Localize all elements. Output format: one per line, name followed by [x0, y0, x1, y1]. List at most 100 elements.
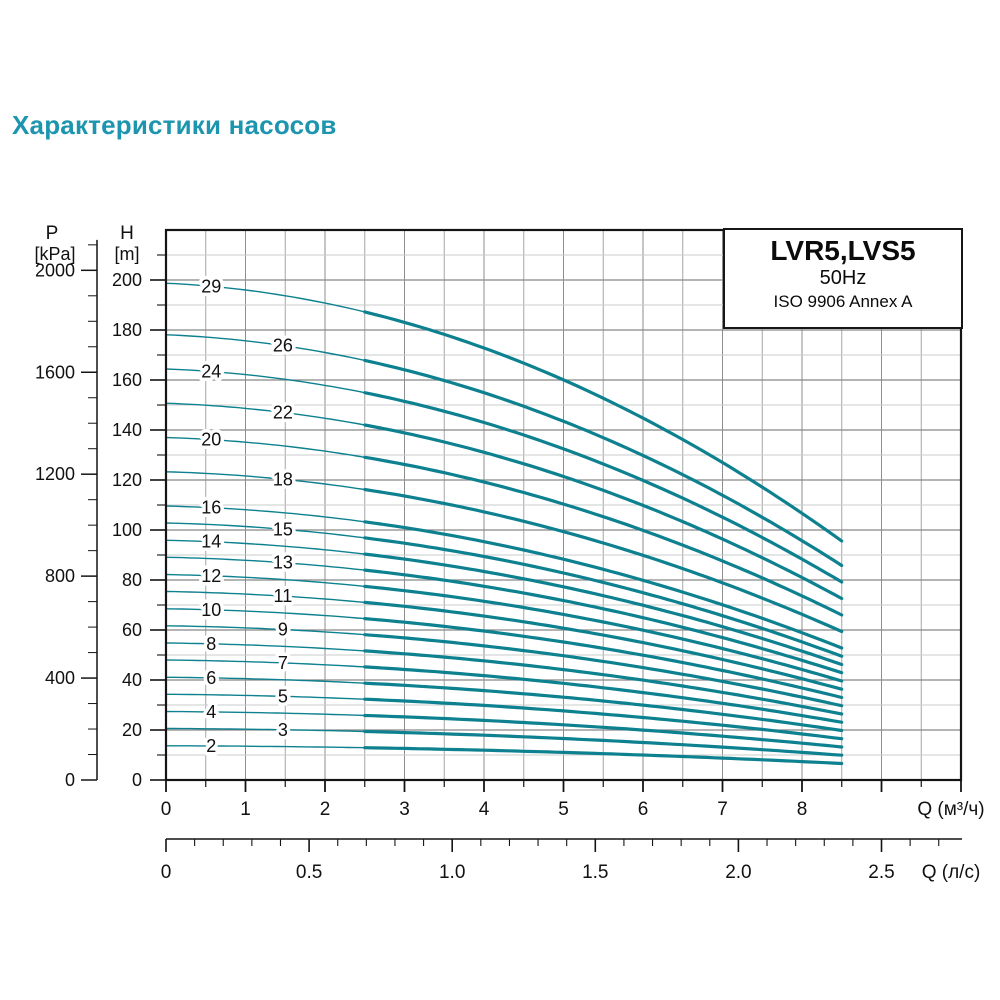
curve-label-10: 10 — [201, 600, 221, 620]
curve-label-11: 11 — [274, 586, 293, 606]
pump-curve-24-bold — [363, 391, 844, 584]
pump-curve-8-bold — [363, 649, 844, 716]
flow-tick-label: 2 — [320, 799, 331, 820]
flow-tick-label: 3 — [399, 799, 410, 820]
curve-label-16: 16 — [201, 498, 221, 518]
pump-curve-9-thin — [165, 625, 366, 636]
pump-curve-10-thin — [165, 608, 366, 620]
pump-curve-7-thin — [165, 659, 366, 668]
pump-curve-2-thin — [165, 745, 366, 749]
flow-ls-tick-label: 1.5 — [582, 862, 608, 883]
head-tick-label: 40 — [122, 670, 142, 690]
pump-curve-16-bold — [363, 520, 844, 650]
pressure-axis-name: P — [46, 223, 59, 244]
flow-ls-tick-label: 2.5 — [868, 862, 894, 883]
pressure-axis-unit: [kPa] — [34, 244, 75, 264]
flow-ls-tick-label: 0.5 — [296, 862, 322, 883]
head-tick-label: 200 — [112, 270, 142, 290]
pump-curve-22-bold — [363, 423, 844, 601]
head-tick-label: 0 — [132, 770, 142, 790]
head-tick-label: 180 — [112, 320, 142, 340]
pressure-axis: 2000 1600 1200 800 400 0 — [35, 239, 98, 790]
pump-curve-12-bold — [363, 584, 844, 683]
curve-label-29: 29 — [201, 276, 221, 296]
flow-tick-label: 8 — [797, 799, 808, 820]
pump-curve-4-bold — [363, 713, 844, 749]
pump-curve-3-bold — [363, 729, 844, 757]
pump-curve-26-thin — [165, 334, 366, 362]
pump-curve-4-thin — [165, 710, 366, 717]
curve-label-4: 4 — [206, 702, 216, 722]
head-tick-label: 100 — [112, 520, 142, 540]
head-tick-label: 20 — [122, 720, 142, 740]
pump-curve-20-thin — [165, 436, 366, 458]
head-tick-label: 160 — [112, 370, 142, 390]
curve-label-2: 2 — [206, 736, 216, 756]
pump-curve-3-thin — [165, 727, 366, 733]
flow-tick-label: 4 — [479, 799, 490, 820]
pump-curve-18-bold — [363, 487, 844, 634]
pump-curve-2-bold — [363, 746, 844, 766]
pump-curve-5-bold — [363, 697, 844, 741]
flow-ls-axis-title: Q (л/с) — [922, 862, 981, 883]
pump-curve-11-bold — [363, 600, 844, 691]
head-tick-label: 120 — [112, 470, 142, 490]
flow-tick-label: 1 — [240, 799, 251, 820]
curve-label-6: 6 — [206, 668, 216, 688]
pump-curve-11-thin — [165, 590, 366, 604]
flow-ls-tick-label: 0 — [161, 862, 172, 883]
flow-ls-tick-label: 2.0 — [725, 862, 751, 883]
pump-curve-29-thin — [165, 282, 366, 313]
page-title: Характеристики насосов — [12, 110, 337, 140]
flow-tick-label: 5 — [558, 799, 569, 820]
curve-label-7: 7 — [278, 653, 288, 673]
curve-label-12: 12 — [201, 566, 221, 586]
flow-axis-title: Q (м³/ч) — [917, 799, 984, 820]
pump-curve-16-thin — [165, 505, 366, 523]
chart-legend-box: LVR5,LVS5 50Hz ISO 9906 Annex A — [723, 228, 963, 329]
head-axis-name: H — [120, 223, 134, 244]
pump-curve-13-thin — [165, 556, 366, 571]
pump-curve-18-thin — [165, 471, 366, 491]
flow-ls-tick-label: 1.0 — [439, 862, 465, 883]
legend-standard: ISO 9906 Annex A — [773, 292, 913, 311]
pump-curve-26-bold — [363, 358, 844, 568]
pump-curves — [165, 282, 844, 766]
curve-label-5: 5 — [278, 686, 288, 706]
curve-label-9: 9 — [278, 620, 288, 640]
pump-curve-6-thin — [165, 676, 366, 684]
curve-label-8: 8 — [206, 634, 216, 654]
pressure-tick-label: 2000 — [35, 260, 75, 280]
curve-label-20: 20 — [201, 430, 221, 450]
pump-curve-15-thin — [165, 522, 366, 539]
legend-pump-model: LVR5,LVS5 — [770, 235, 916, 266]
head-tick-label: 140 — [112, 420, 142, 440]
curve-label-14: 14 — [201, 532, 221, 552]
pump-curve-13-bold — [363, 568, 844, 675]
pump-curve-14-bold — [363, 552, 844, 667]
flow-tick-label: 6 — [638, 799, 649, 820]
pump-curve-24-thin — [165, 368, 366, 394]
curve-label-26: 26 — [273, 336, 293, 356]
curve-label-13: 13 — [273, 553, 293, 573]
curve-label-15: 15 — [273, 519, 293, 539]
pressure-tick-label: 800 — [45, 566, 75, 586]
flow-tick-label: 7 — [717, 799, 728, 820]
pressure-tick-label: 0 — [65, 770, 75, 790]
pump-curve-29-bold — [363, 310, 844, 543]
flow-tick-label: 0 — [161, 799, 172, 820]
flow-axis: 0 1 2 3 4 5 6 7 8 — [161, 780, 962, 820]
pressure-tick-label: 1600 — [35, 362, 75, 382]
head-tick-label: 80 — [122, 570, 142, 590]
pressure-tick-label: 1200 — [35, 464, 75, 484]
curve-labels: 29 26 24 22 20 18 16 15 14 13 12 11 10 9 8 7 6 5 4 3 2 — [198, 273, 297, 760]
pump-curve-14-thin — [165, 539, 366, 555]
head-axis-unit: [m] — [115, 244, 140, 264]
pump-curve-22-thin — [165, 402, 366, 426]
curve-label-24: 24 — [201, 362, 221, 382]
curve-label-3: 3 — [278, 720, 288, 740]
pump-curve-12-thin — [165, 573, 366, 588]
pump-curve-6-bold — [363, 681, 844, 733]
